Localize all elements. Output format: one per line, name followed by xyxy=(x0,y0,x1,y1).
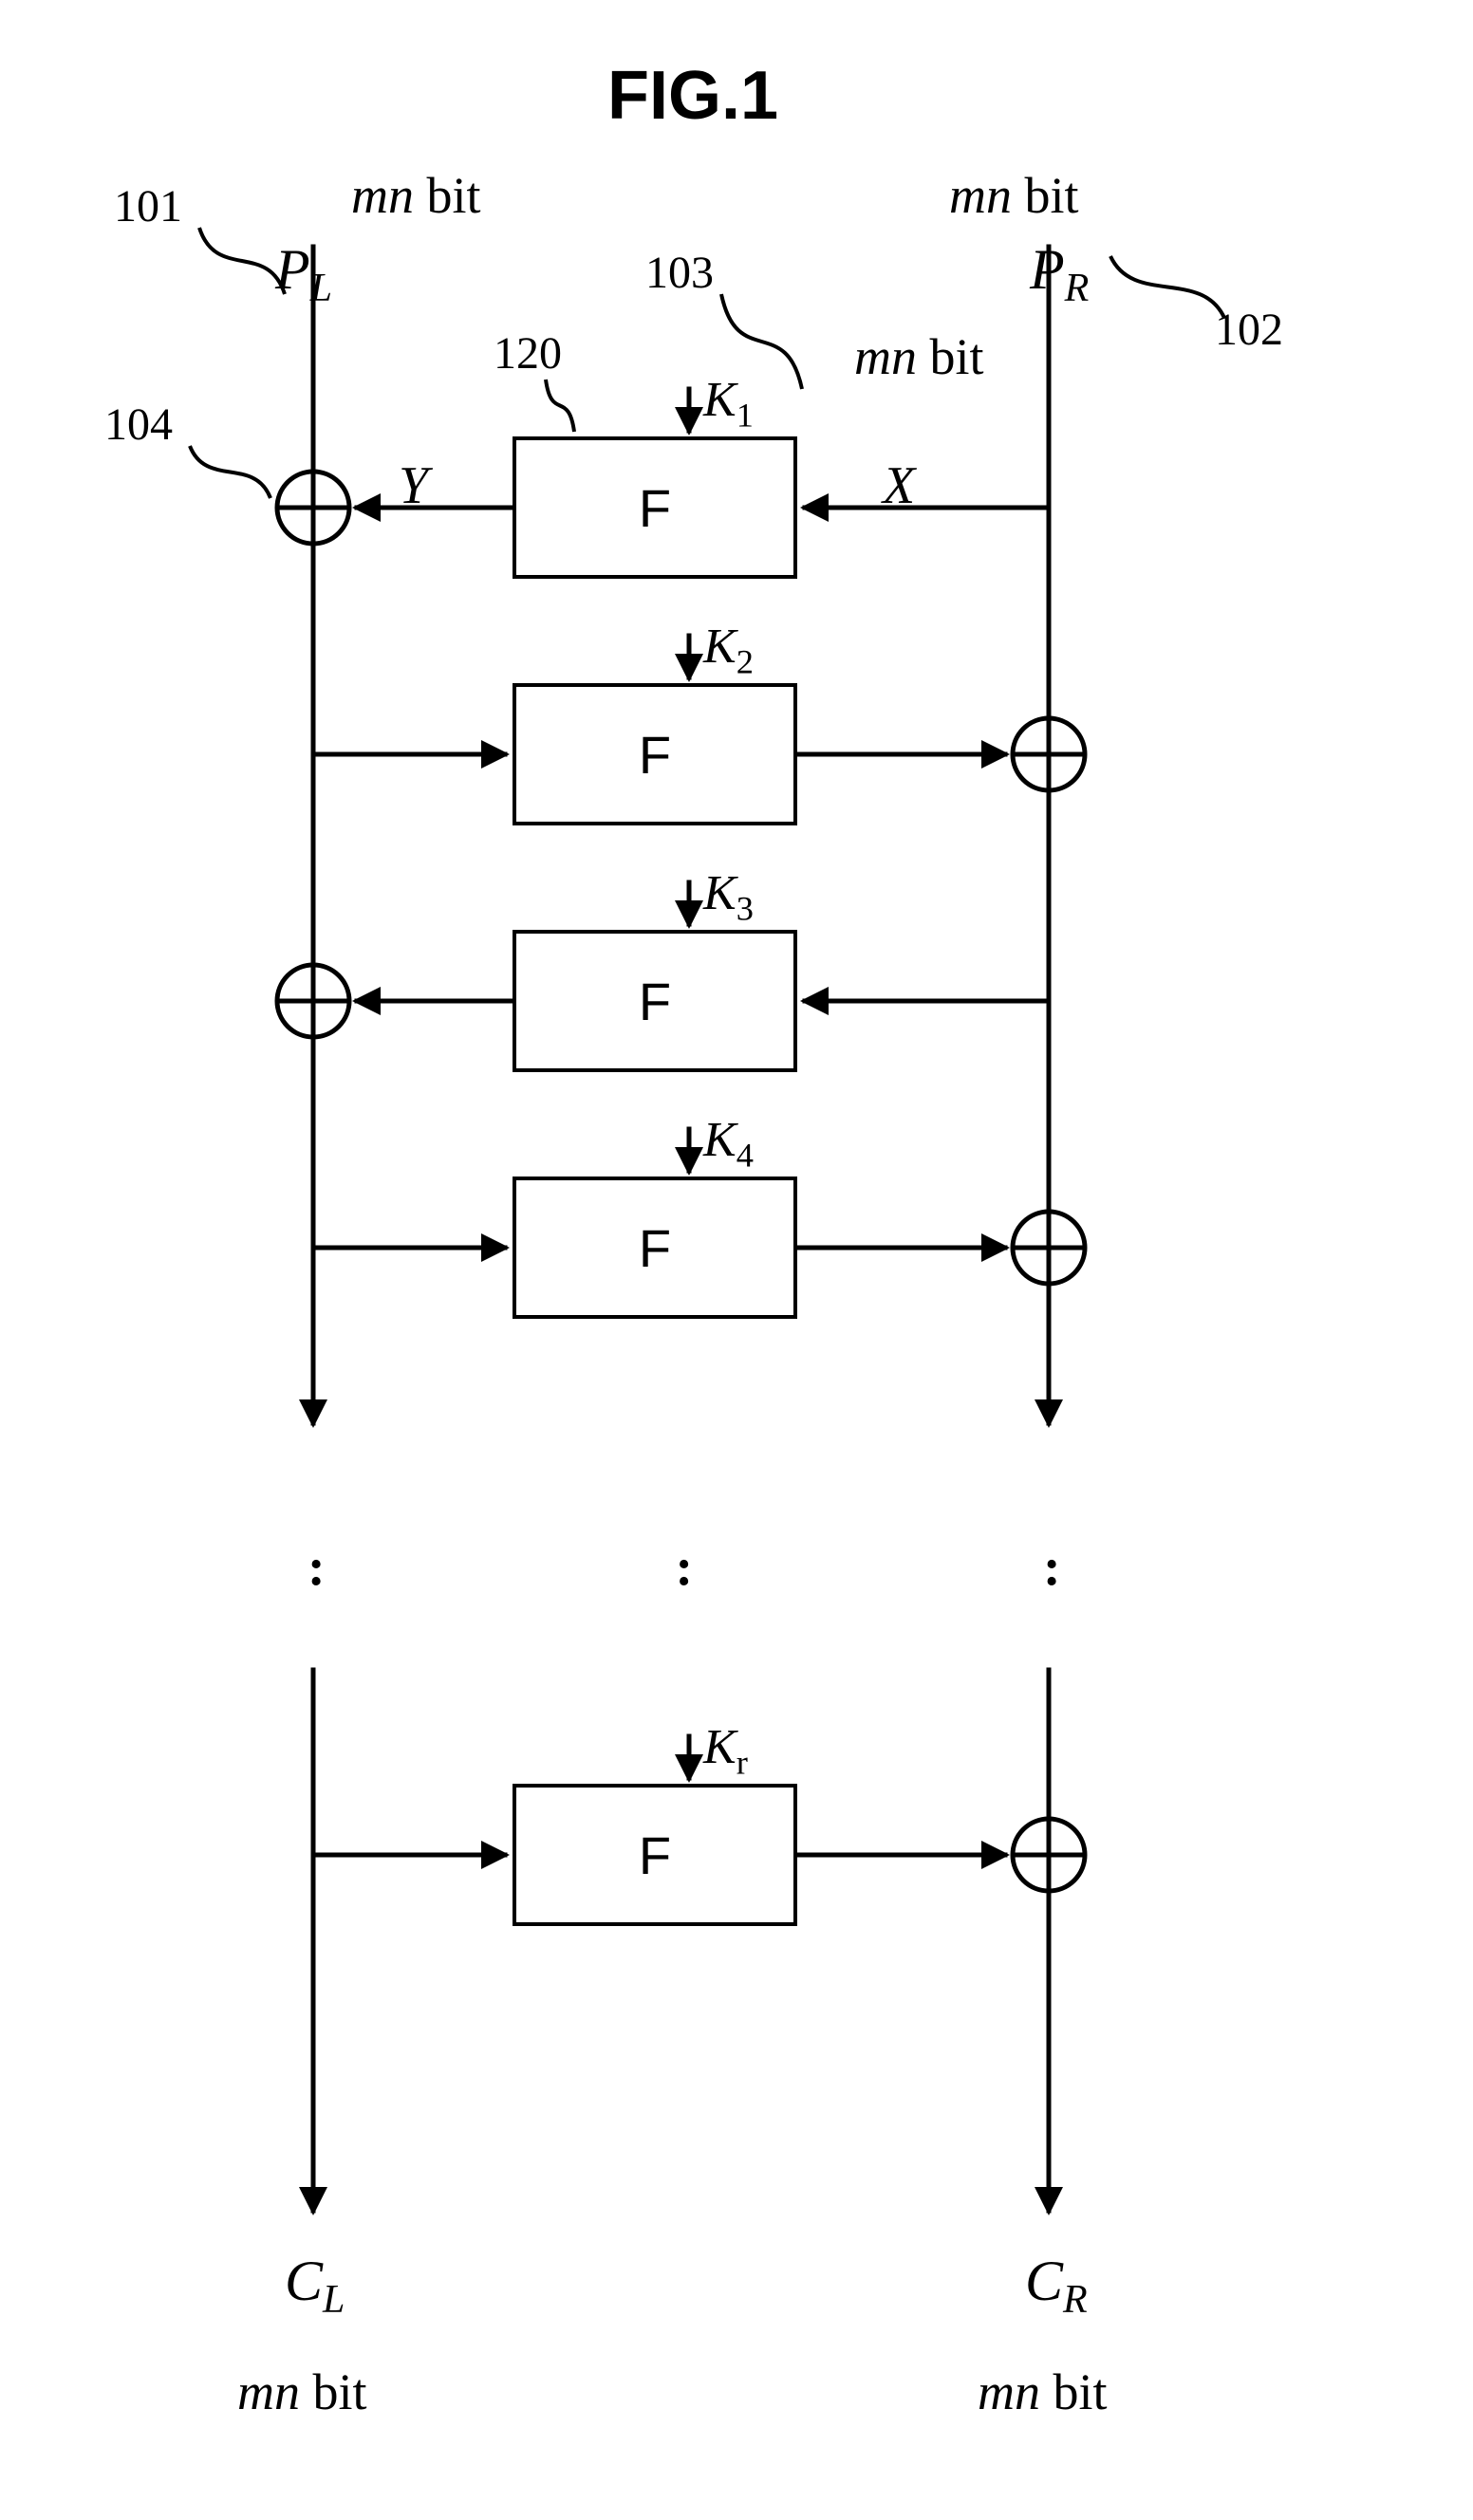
figure-title: FIG.1 xyxy=(607,57,778,135)
f-function-box: F xyxy=(513,930,797,1072)
label-mn-bit-top-right: mn bit xyxy=(949,166,1079,225)
label-PL: PL xyxy=(275,237,332,311)
key-label: K1 xyxy=(703,372,754,435)
label-mn-bit-top-left: mn bit xyxy=(351,166,481,225)
label-mn-bit-k1: mn bit xyxy=(854,327,984,386)
f-function-box: F xyxy=(513,683,797,825)
label-CR: CR xyxy=(1025,2249,1088,2323)
label-mn-bit-bot-left: mn bit xyxy=(237,2362,367,2421)
ref_101: 101 xyxy=(114,180,182,232)
label-Y: Y xyxy=(399,455,428,516)
key-label: K3 xyxy=(703,865,754,928)
key-label: K2 xyxy=(703,619,754,681)
ellipsis: : xyxy=(1043,1537,1061,1598)
f-function-box: F xyxy=(513,436,797,579)
f-function-box: F xyxy=(513,1177,797,1319)
ref_104: 104 xyxy=(104,398,173,451)
label-X: X xyxy=(883,455,915,516)
ref_103: 103 xyxy=(645,247,714,299)
ellipsis: : xyxy=(676,1537,694,1598)
key-label: Kr xyxy=(703,1719,748,1782)
f-function-box: F xyxy=(513,1784,797,1926)
ref_102: 102 xyxy=(1215,304,1283,356)
ref_120: 120 xyxy=(494,327,562,380)
label-PR: PR xyxy=(1030,237,1089,311)
label-mn-bit-bot-right: mn bit xyxy=(978,2362,1108,2421)
key-label: K4 xyxy=(703,1112,754,1175)
label-CL: CL xyxy=(285,2249,345,2323)
ellipsis: : xyxy=(308,1537,326,1598)
